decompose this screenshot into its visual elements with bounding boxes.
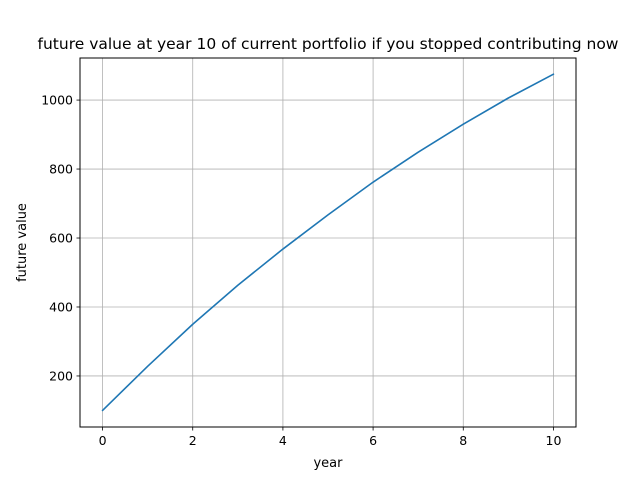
x-tick-label: 2 [189,433,197,448]
y-axis-label: future value [15,203,30,282]
y-tick-label: 800 [49,162,73,177]
series-layer [101,73,555,412]
plot-frame [79,57,577,428]
x-tick-label: 0 [99,433,107,448]
y-tick-label: 600 [49,231,73,246]
y-tick-label: 1000 [41,93,73,108]
y-tick-label: 400 [49,299,73,314]
axis-ticks: 0 2 4 6 8 10 200 400 600 800 1000 [41,93,561,448]
chart-title: future value at year 10 of current portf… [38,35,619,53]
x-axis-label: year [313,456,343,471]
x-tick-label: 4 [279,433,287,448]
x-tick-label: 8 [459,433,467,448]
grid-lines [80,58,576,427]
x-tick-label: 10 [546,433,562,448]
y-tick-label: 200 [49,368,73,383]
x-tick-label: 6 [369,433,377,448]
series-line [101,73,555,412]
